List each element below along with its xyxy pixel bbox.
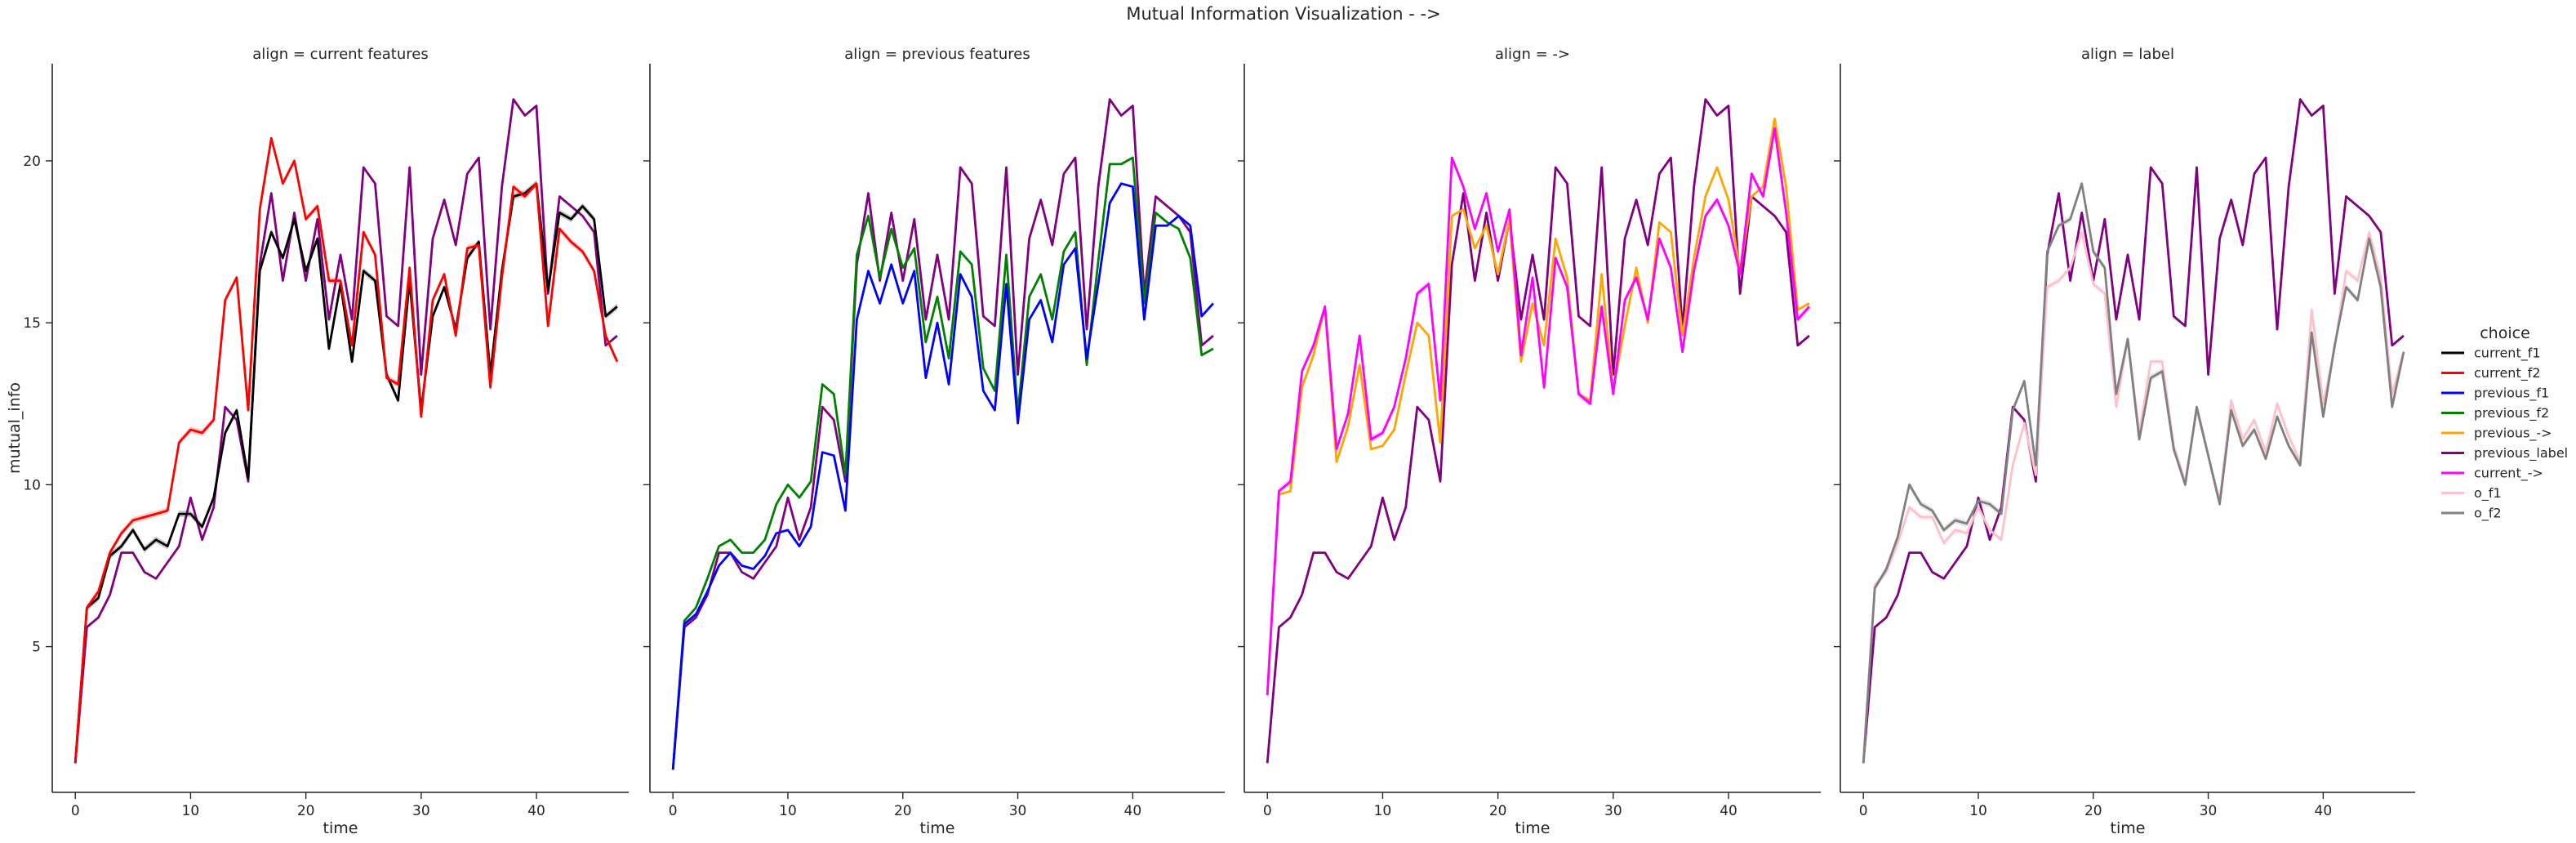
x-tick-label: 0 [1263, 803, 1272, 819]
legend-item-previous-f1: previous_f1 [2441, 386, 2549, 402]
legend: choice current_f1 current_f2 previous_f1pr… [2441, 324, 2568, 522]
legend-item-o-f2: o_f2 [2441, 506, 2502, 522]
x-tick-label: 20 [894, 803, 912, 819]
x-axis-label: time [920, 819, 955, 837]
series-line-current [1266, 127, 1810, 696]
panel-2: 0 10 20 30 40 align = previous features time [643, 46, 1225, 837]
panel-title: align = -> [1495, 46, 1570, 63]
series-line-current-f2 [73, 136, 619, 764]
x-tick-label: 40 [1720, 803, 1737, 819]
series-band-o-f1 [1863, 229, 2404, 767]
x-tick-label: 30 [1009, 803, 1027, 819]
series-band-current-f2 [75, 135, 617, 767]
chart-panels: 0 10 20 30 40 5 10 15 20 align = current features… [6, 46, 2415, 837]
series-line-previous-label [1862, 98, 2405, 764]
legend-item-current-f1: current_f1 [2441, 346, 2541, 362]
legend-label: previous_f2 [2474, 405, 2549, 422]
series-line-previous-label [1266, 98, 1810, 764]
y-tick-label: 10 [23, 477, 41, 493]
panel-title: align = current features [252, 46, 428, 63]
legend-label: previous_-> [2474, 426, 2552, 442]
x-tick-label: 0 [1859, 803, 1868, 819]
panel-3: 0 10 20 30 40 align = -> time [1238, 46, 1821, 837]
panel-title: align = previous features [844, 46, 1030, 63]
series-line-previous-label [73, 98, 618, 764]
y-axis-label: mutual_info [6, 382, 24, 474]
legend-entries: current_f1 current_f2 previous_f1 previous_… [2441, 346, 2568, 522]
legend-label: current_-> [2474, 466, 2543, 482]
x-tick-label: 30 [1604, 803, 1622, 819]
x-tick-label: 40 [527, 803, 545, 819]
x-tick-label: 0 [669, 803, 678, 819]
y-tick-label: 15 [23, 315, 41, 332]
legend-item-previous: previous_-> [2441, 426, 2552, 442]
legend-label: previous_label [2474, 445, 2568, 462]
series-band-current-f1 [75, 180, 617, 767]
x-tick-label: 40 [1124, 803, 1142, 819]
x-tick-label: 20 [2084, 803, 2102, 819]
x-tick-label: 10 [1374, 803, 1392, 819]
series-line-previous-f2 [671, 156, 1214, 770]
figure-title: Mutual Information Visualization - -> [1126, 4, 1440, 24]
x-tick-label: 10 [1969, 803, 1987, 819]
x-tick-label: 40 [2315, 803, 2333, 819]
x-axis-label: time [1515, 819, 1550, 837]
legend-label: o_f2 [2474, 506, 2502, 522]
legend-label: current_f1 [2474, 346, 2541, 362]
x-axis-label: time [2111, 819, 2146, 837]
legend-title: choice [2480, 324, 2530, 342]
panel-4: 0 10 20 30 40 align = label time [1834, 46, 2415, 837]
x-tick-label: 10 [779, 803, 797, 819]
x-tick-label: 30 [412, 803, 430, 819]
panel-1: 0 10 20 30 40 5 10 15 20 align = current features… [6, 46, 629, 837]
series-line-previous-f1 [671, 182, 1214, 770]
y-tick-label: 5 [32, 640, 41, 656]
x-tick-label: 0 [71, 803, 80, 819]
legend-item-previous-f2: previous_f2 [2441, 405, 2549, 422]
series-line-current-f1 [73, 182, 618, 764]
panel-title: align = label [2081, 46, 2174, 63]
legend-item-previous-label: previous_label [2441, 445, 2568, 462]
legend-label: o_f1 [2474, 485, 2502, 502]
series-line-previous-label [671, 98, 1214, 770]
legend-item-current: current_-> [2441, 466, 2543, 482]
x-tick-label: 20 [1489, 803, 1507, 819]
x-tick-label: 10 [182, 803, 200, 819]
series-line-o-f1 [1862, 230, 2405, 764]
y-tick-label: 20 [23, 154, 41, 170]
x-tick-label: 30 [2200, 803, 2218, 819]
series-band-o-f2 [1863, 180, 2404, 767]
x-axis-label: time [323, 819, 358, 837]
legend-label: current_f2 [2474, 365, 2541, 381]
legend-item-current-f2: current_f2 [2441, 365, 2541, 381]
series-line-o-f2 [1862, 182, 2405, 764]
x-tick-label: 20 [297, 803, 315, 819]
legend-item-o-f1: o_f1 [2441, 485, 2502, 502]
legend-label: previous_f1 [2474, 386, 2549, 402]
